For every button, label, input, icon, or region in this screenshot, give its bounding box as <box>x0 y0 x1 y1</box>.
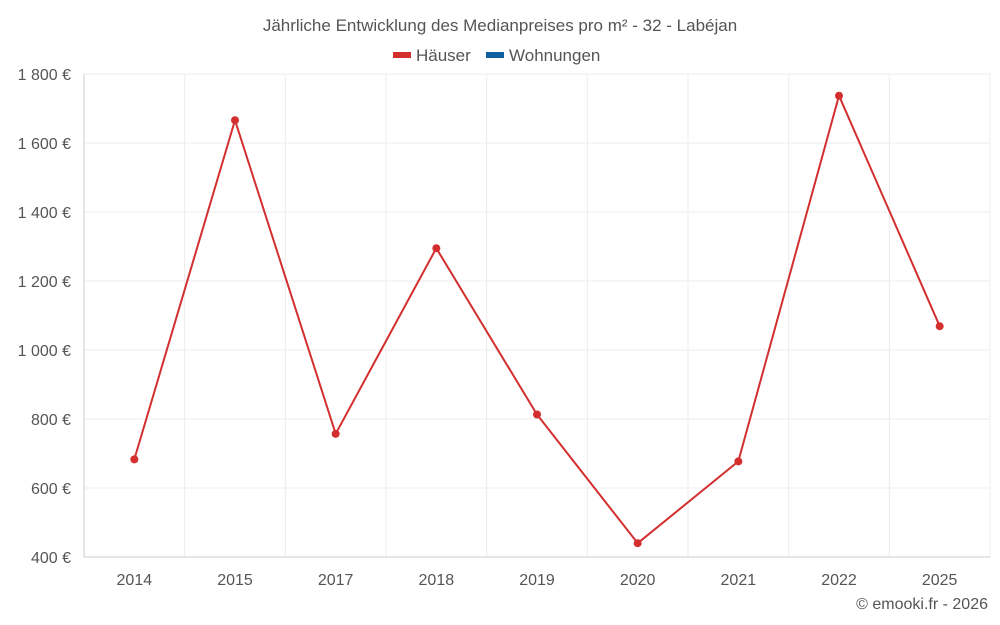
x-tick-label: 2025 <box>922 572 958 589</box>
x-tick-label: 2021 <box>721 572 757 589</box>
series-line-haeuser <box>133 94 941 545</box>
series-haeuser <box>130 91 944 548</box>
y-tick-label: 1 000 € <box>18 343 71 360</box>
legend-swatch-wohnungen <box>486 52 504 58</box>
chart-title: Jährliche Entwicklung des Medianpreises … <box>263 16 737 35</box>
legend-label-haeuser: Häuser <box>416 46 471 65</box>
y-tick-label: 1 800 € <box>18 67 71 84</box>
y-tick-label: 600 € <box>31 481 71 498</box>
legend-label-wohnungen: Wohnungen <box>509 46 600 65</box>
data-point-haeuser[interactable] <box>734 457 743 466</box>
legend-item-wohnungen[interactable]: Wohnungen <box>486 46 600 65</box>
x-tick-label: 2017 <box>318 572 354 589</box>
data-point-haeuser[interactable] <box>633 539 642 548</box>
y-axis-ticks: 400 € 600 € 800 € 1 000 € 1 200 € 1 400 € 1 60… <box>18 67 71 567</box>
x-tick-label: 2018 <box>419 572 455 589</box>
data-point-haeuser[interactable] <box>533 410 541 419</box>
legend-swatch-haeuser <box>393 52 411 58</box>
data-point-haeuser[interactable] <box>331 429 340 438</box>
x-tick-label: 2019 <box>519 572 555 589</box>
axes <box>83 74 990 558</box>
y-tick-label: 1 600 € <box>18 136 71 153</box>
data-point-haeuser[interactable] <box>130 455 139 464</box>
data-point-haeuser[interactable] <box>835 91 843 100</box>
x-tick-label: 2020 <box>620 572 656 589</box>
data-point-haeuser[interactable] <box>231 116 239 125</box>
legend: Häuser Wohnungen <box>393 46 600 65</box>
x-axis-ticks: 2014 2015 2017 2018 2019 2020 2021 2022 2025 <box>117 572 958 589</box>
y-tick-label: 1 200 € <box>18 274 71 291</box>
data-point-haeuser[interactable] <box>432 244 441 253</box>
y-tick-label: 1 400 € <box>18 205 71 222</box>
x-tick-label: 2015 <box>217 572 253 589</box>
grid <box>83 73 991 557</box>
x-tick-label: 2014 <box>117 572 153 589</box>
y-tick-label: 800 € <box>31 412 71 429</box>
legend-item-haeuser[interactable]: Häuser <box>393 46 471 65</box>
data-point-haeuser[interactable] <box>935 322 944 331</box>
credit-text: © emooki.fr - 2026 <box>856 596 988 613</box>
y-tick-label: 400 € <box>31 550 71 567</box>
x-tick-label: 2022 <box>821 572 857 589</box>
